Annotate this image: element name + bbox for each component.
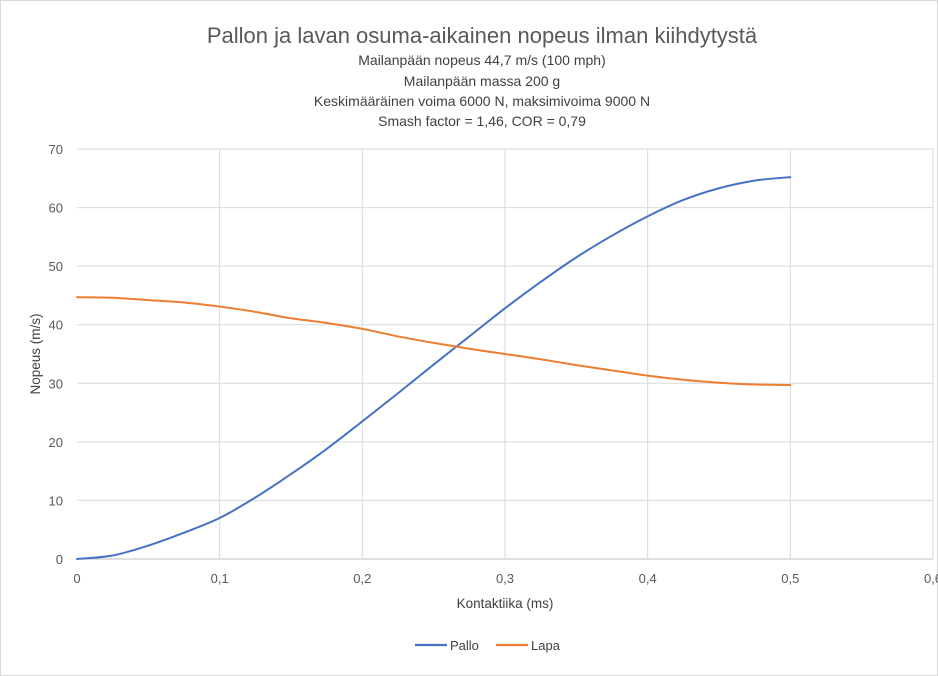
chart-subtitle-2: Mailanpään massa 200 g xyxy=(404,73,560,89)
y-tick-label: 20 xyxy=(49,435,63,450)
series-lines xyxy=(76,176,792,560)
y-tick-label: 50 xyxy=(49,259,63,274)
x-tick-label: 0,6 xyxy=(924,571,938,586)
legend: Pallo Lapa xyxy=(415,638,561,653)
chart-subtitle-1: Mailanpään nopeus 44,7 m/s (100 mph) xyxy=(358,52,605,68)
y-tick-label: 40 xyxy=(49,318,63,333)
x-axis-ticks: 0 0,1 0,2 0,3 0,4 0,5 0,6 xyxy=(73,571,938,586)
x-tick-label: 0 xyxy=(73,571,80,586)
series-line-lapa xyxy=(76,296,792,387)
series-line-pallo xyxy=(76,176,792,560)
gridlines xyxy=(77,148,934,560)
x-tick-label: 0,5 xyxy=(781,571,799,586)
y-tick-label: 70 xyxy=(49,142,63,157)
y-axis-ticks: 0 10 20 30 40 50 60 70 xyxy=(49,142,63,567)
y-tick-label: 0 xyxy=(56,552,63,567)
chart-subtitle-4: Smash factor = 1,46, COR = 0,79 xyxy=(378,113,586,129)
chart-title: Pallon ja lavan osuma-aikainen nopeus il… xyxy=(207,23,758,48)
chart-subtitle-3: Keskimääräinen voima 6000 N, maksimivoim… xyxy=(314,93,650,109)
legend-label-lapa: Lapa xyxy=(531,638,561,653)
x-tick-label: 0,3 xyxy=(496,571,514,586)
x-tick-label: 0,1 xyxy=(211,571,229,586)
legend-label-pallo: Pallo xyxy=(450,638,479,653)
y-tick-label: 30 xyxy=(49,376,63,391)
x-tick-label: 0,4 xyxy=(639,571,657,586)
x-axis-label: Kontaktiika (ms) xyxy=(457,596,554,611)
y-tick-label: 10 xyxy=(49,493,63,508)
y-tick-label: 60 xyxy=(49,201,63,216)
x-tick-label: 0,2 xyxy=(353,571,371,586)
y-axis-label: Nopeus (m/s) xyxy=(28,313,43,394)
